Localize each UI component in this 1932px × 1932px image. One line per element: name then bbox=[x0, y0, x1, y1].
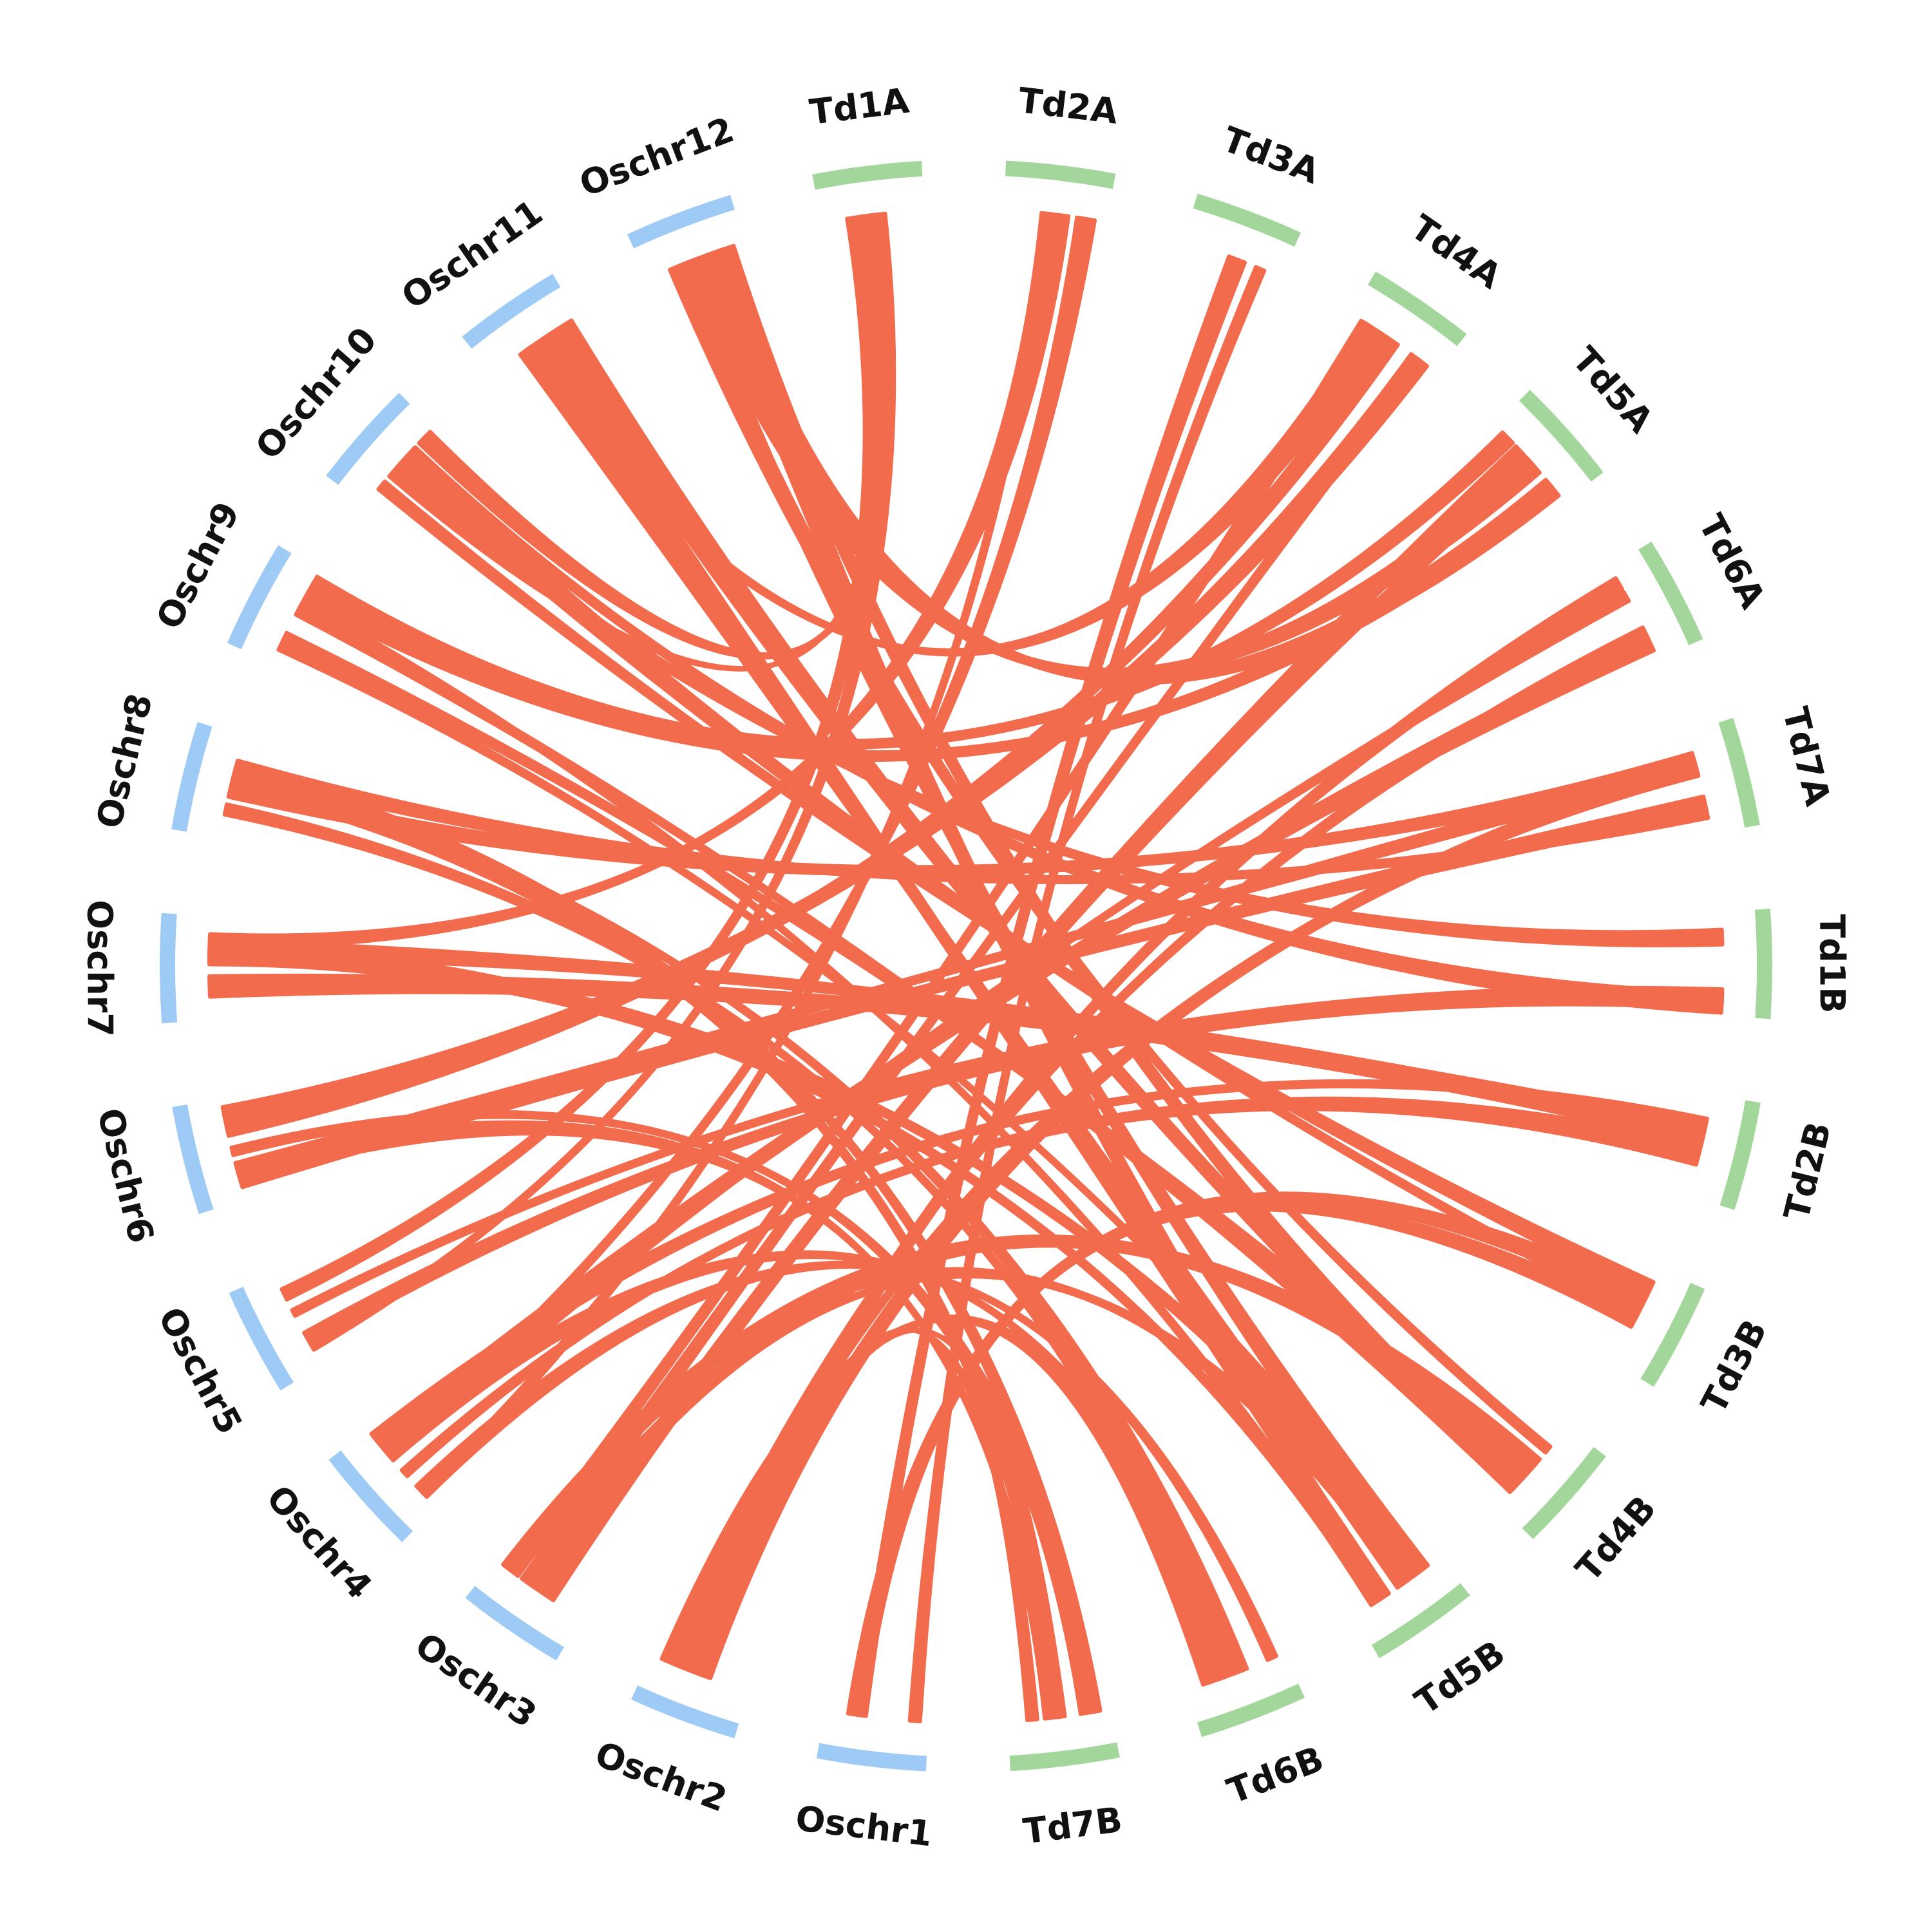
synteny-link-oschr10-td3b bbox=[376, 479, 1656, 1298]
synteny-link-oschr6-td7b bbox=[233, 1120, 1054, 1721]
chromosome-arc-td3a bbox=[1193, 193, 1301, 247]
chromosome-arc-td3b bbox=[1640, 1282, 1705, 1387]
chromosome-arc-td4b bbox=[1522, 1446, 1606, 1540]
chromosome-arc-oschr6 bbox=[172, 1104, 214, 1215]
synteny-link-oschr10-td1a bbox=[417, 212, 893, 660]
chromosome-label-td3a: Td3A bbox=[1217, 118, 1325, 192]
chromosome-label-td6a: Td6A bbox=[1690, 508, 1773, 616]
synteny-link-oschr10-td1b bbox=[392, 460, 1725, 948]
chromosome-arc-oschr12 bbox=[627, 194, 735, 249]
chromosome-arc-oschr2 bbox=[631, 1685, 739, 1739]
chromosome-label-td7a: Td7A bbox=[1775, 703, 1839, 810]
chromosome-arc-oschr8 bbox=[171, 722, 213, 832]
synteny-link-oschr9-td4b bbox=[280, 630, 1531, 1483]
chromosome-arc-td6a bbox=[1638, 541, 1703, 646]
chromosome-arc-td1b bbox=[1754, 908, 1772, 1019]
chromosome-label-td1a: Td1A bbox=[808, 80, 912, 133]
chromosome-arc-td6b bbox=[1197, 1683, 1305, 1738]
chromosome-label-td4b: Td4B bbox=[1568, 1488, 1664, 1589]
chromosome-label-td7b: Td7B bbox=[1021, 1799, 1124, 1852]
synteny-link-oschr12-td5a bbox=[683, 254, 1542, 678]
chromosome-arcs bbox=[160, 160, 1772, 1772]
chromosome-label-oschr6: Oschr6 bbox=[90, 1104, 162, 1247]
chromosome-arc-oschr5 bbox=[229, 1286, 294, 1391]
chromosome-label-oschr12: Oschr12 bbox=[574, 109, 739, 205]
chromosome-label-oschr7: Oschr7 bbox=[79, 900, 120, 1037]
chromosome-label-td5a: Td5A bbox=[1564, 339, 1661, 441]
chromosome-arc-td7a bbox=[1718, 717, 1760, 828]
chromosome-label-td1b: Td1B bbox=[1812, 914, 1852, 1013]
chromosome-arc-td2b bbox=[1719, 1100, 1761, 1210]
synteny-link-oschr12-td5b bbox=[702, 247, 1390, 1606]
chromosome-label-oschr1: Oschr1 bbox=[793, 1798, 934, 1855]
synteny-link-oschr4-td2b bbox=[369, 1079, 1709, 1448]
synteny-link-oschr7-td2b bbox=[207, 973, 1708, 1148]
chromosome-arc-td5b bbox=[1371, 1583, 1470, 1658]
chromosome-label-oschr2: Oschr2 bbox=[590, 1734, 732, 1820]
chromosome-label-td5b: Td5B bbox=[1408, 1633, 1513, 1723]
chromosome-arc-oschr4 bbox=[328, 1450, 413, 1542]
chromosome-label-td2b: Td2B bbox=[1776, 1118, 1839, 1224]
chromosome-label-td4a: Td4A bbox=[1403, 207, 1508, 297]
chromosome-label-oschr3: Oschr3 bbox=[408, 1625, 544, 1736]
synteny-link-oschr8-td6b bbox=[230, 772, 1249, 1677]
chromosome-label-td6b: Td6B bbox=[1222, 1738, 1329, 1812]
synteny-link-oschr5-td1b bbox=[290, 985, 1725, 1318]
chromosome-arc-oschr11 bbox=[462, 274, 561, 349]
synteny-link-oschr12-td4b bbox=[667, 261, 1553, 1455]
chromosome-arc-td7b bbox=[1009, 1742, 1120, 1772]
synteny-link-oschr9-td5a bbox=[306, 430, 1515, 750]
chromosome-arc-td2a bbox=[1005, 160, 1116, 189]
synteny-link-oschr10-td3b bbox=[395, 450, 1643, 1318]
chromosome-arc-td4a bbox=[1367, 271, 1467, 346]
chromosome-arc-oschr10 bbox=[326, 392, 410, 486]
chromosome-label-oschr8: Oschr8 bbox=[88, 690, 160, 833]
synteny-link-oschr4-td6b bbox=[414, 1260, 1278, 1662]
chromosome-label-td2a: Td2A bbox=[1016, 80, 1120, 132]
chromosome-arc-oschr9 bbox=[227, 545, 292, 650]
synteny-link-oschr2-td7b bbox=[681, 1327, 1039, 1723]
chromosome-label-oschr5: Oschr5 bbox=[150, 1300, 250, 1441]
synteny-link-oschr8-td7a bbox=[226, 751, 1698, 876]
synteny-link-oschr8-td6b bbox=[222, 802, 1229, 1682]
chromosome-arc-oschr1 bbox=[816, 1743, 927, 1772]
chromosome-arc-td1a bbox=[812, 160, 923, 190]
chromosome-arc-oschr3 bbox=[465, 1586, 565, 1661]
synteny-links bbox=[207, 211, 1725, 1723]
chromosome-label-td3b: Td3B bbox=[1693, 1313, 1775, 1420]
synteny-link-oschr12-td4b bbox=[717, 243, 1525, 1493]
chromosome-arc-td5a bbox=[1519, 390, 1604, 482]
chromosome-arc-oschr7 bbox=[160, 913, 178, 1024]
chromosome-label-oschr9: Oschr9 bbox=[148, 495, 247, 636]
